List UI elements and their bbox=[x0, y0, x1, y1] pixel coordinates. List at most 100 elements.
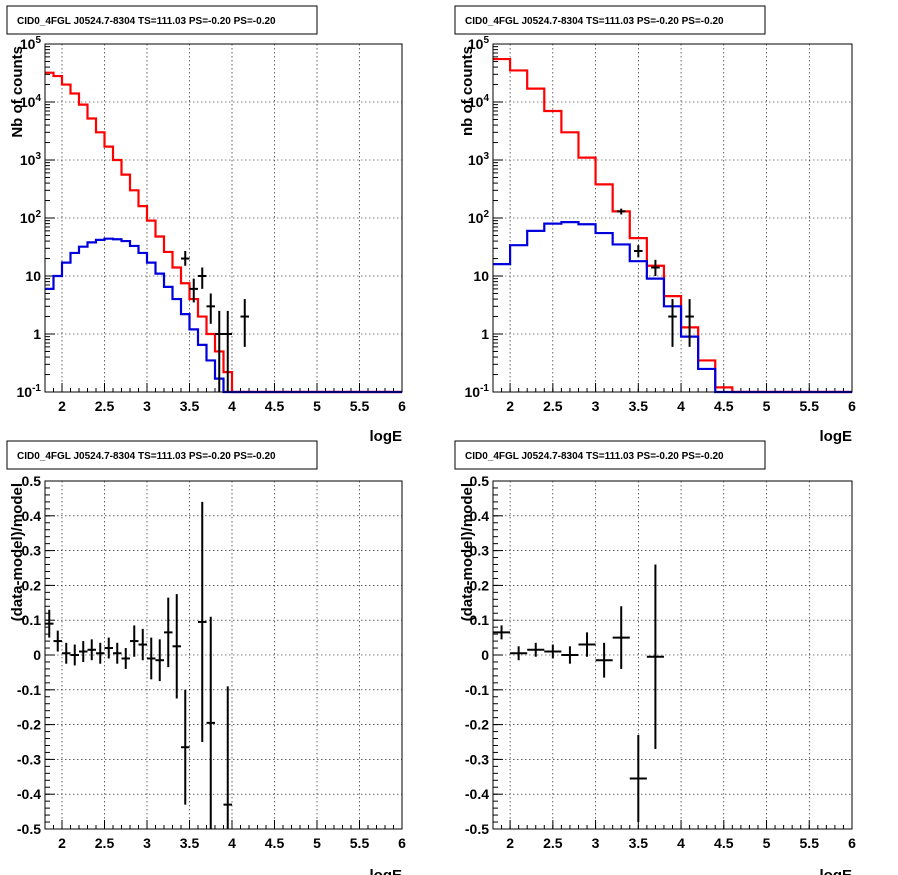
x-tick-label: 3.5 bbox=[629, 398, 649, 414]
title-box bbox=[6, 5, 318, 35]
x-tick-label: 4 bbox=[677, 398, 685, 414]
chart-title: CID0_4FGL J0524.7-8304 TS=111.03 PS=-0.2… bbox=[465, 451, 724, 462]
x-tick-label: 5 bbox=[313, 835, 321, 851]
x-tick-label: 5 bbox=[763, 398, 771, 414]
y-tick-label: -0.5 bbox=[465, 821, 489, 837]
title-box bbox=[454, 440, 766, 470]
y-axis-label: Nb of counts bbox=[9, 46, 26, 138]
y-tick-label: 0.1 bbox=[470, 612, 490, 628]
x-tick-label: 2 bbox=[58, 835, 66, 851]
x-tick-label: 6 bbox=[848, 398, 856, 414]
y-tick-label: -0.2 bbox=[465, 717, 489, 733]
y-tick-label: 0.2 bbox=[22, 577, 42, 593]
x-tick-label: 3 bbox=[143, 398, 151, 414]
x-tick-label: 4 bbox=[228, 398, 236, 414]
chart-title: CID0_4FGL J0524.7-8304 TS=111.03 PS=-0.2… bbox=[465, 16, 724, 27]
y-tick-label: -0.3 bbox=[465, 751, 489, 767]
y-tick-label: -0.3 bbox=[17, 751, 41, 767]
x-tick-label: 5 bbox=[763, 835, 771, 851]
plot-frame bbox=[492, 480, 853, 830]
y-tick-label: 0 bbox=[33, 647, 41, 663]
histogram-series-0 bbox=[45, 71, 402, 394]
y-tick-label: -0.5 bbox=[17, 821, 41, 837]
y-tick-label: 102 bbox=[468, 209, 490, 226]
y-tick-label: -0.2 bbox=[17, 717, 41, 733]
residual-panel-right: CID0_4FGL J0524.7-8304 TS=111.03 PS=-0.2… bbox=[454, 440, 856, 875]
x-tick-label: 2 bbox=[58, 398, 66, 414]
x-tick-label: 5 bbox=[313, 398, 321, 414]
x-tick-label: 6 bbox=[848, 835, 856, 851]
y-tick-label: -0.1 bbox=[17, 682, 41, 698]
counts-panel-right: CID0_4FGL J0524.7-8304 TS=111.03 PS=-0.2… bbox=[454, 5, 856, 445]
y-tick-label: 1 bbox=[33, 326, 41, 342]
x-tick-label: 3 bbox=[592, 835, 600, 851]
x-axis-label: logE bbox=[370, 867, 403, 875]
counts-panel-left: CID0_4FGL J0524.7-8304 TS=111.03 PS=-0.2… bbox=[6, 5, 406, 445]
y-tick-label: 0 bbox=[481, 647, 489, 663]
x-tick-label: 3 bbox=[143, 835, 151, 851]
y-tick-label: 104 bbox=[468, 93, 490, 110]
x-tick-label: 2 bbox=[506, 835, 514, 851]
plot-frame bbox=[44, 480, 403, 830]
x-tick-label: 3.5 bbox=[629, 835, 649, 851]
y-tick-label: 10 bbox=[25, 268, 41, 284]
y-tick-label: 105 bbox=[20, 35, 42, 52]
x-tick-label: 6 bbox=[398, 835, 406, 851]
y-tick-label: 103 bbox=[468, 151, 490, 168]
y-tick-label: 0.4 bbox=[470, 508, 490, 524]
chart-title: CID0_4FGL J0524.7-8304 TS=111.03 PS=-0.2… bbox=[17, 16, 276, 27]
x-axis-label: logE bbox=[370, 428, 403, 445]
y-tick-label: 0.5 bbox=[470, 473, 490, 489]
y-axis-label: (data-model)/model bbox=[9, 483, 26, 621]
x-tick-label: 5.5 bbox=[350, 398, 370, 414]
histogram-series-1 bbox=[45, 237, 402, 394]
x-tick-label: 6 bbox=[398, 398, 406, 414]
y-tick-label: 0.3 bbox=[22, 543, 42, 559]
x-tick-label: 4.5 bbox=[714, 398, 734, 414]
x-tick-label: 4 bbox=[677, 835, 685, 851]
x-tick-label: 4.5 bbox=[265, 398, 285, 414]
y-tick-label: -0.1 bbox=[465, 682, 489, 698]
x-tick-label: 5.5 bbox=[800, 398, 820, 414]
title-box bbox=[6, 440, 318, 470]
x-tick-label: 4.5 bbox=[265, 835, 285, 851]
x-axis-label: logE bbox=[820, 428, 853, 445]
histogram-series-1 bbox=[493, 220, 852, 394]
x-tick-label: 5.5 bbox=[800, 835, 820, 851]
y-tick-label: 105 bbox=[468, 35, 490, 52]
x-tick-label: 3.5 bbox=[180, 835, 200, 851]
x-tick-label: 3 bbox=[592, 398, 600, 414]
x-tick-label: 2.5 bbox=[95, 835, 115, 851]
y-tick-label: 10-1 bbox=[465, 383, 490, 400]
x-tick-label: 2.5 bbox=[543, 835, 563, 851]
plot-frame bbox=[44, 43, 403, 393]
x-tick-label: 5.5 bbox=[350, 835, 370, 851]
y-tick-label: 1 bbox=[481, 326, 489, 342]
x-tick-label: 4 bbox=[228, 835, 236, 851]
y-tick-label: 10-1 bbox=[17, 383, 42, 400]
x-tick-label: 2.5 bbox=[543, 398, 563, 414]
y-tick-label: 0.3 bbox=[470, 543, 490, 559]
y-tick-label: 0.1 bbox=[22, 612, 42, 628]
x-tick-label: 2.5 bbox=[95, 398, 115, 414]
y-tick-label: 104 bbox=[20, 93, 42, 110]
y-tick-label: 102 bbox=[20, 209, 42, 226]
plot-frame bbox=[492, 43, 853, 393]
y-tick-label: 10 bbox=[473, 268, 489, 284]
x-tick-label: 3.5 bbox=[180, 398, 200, 414]
x-tick-label: 2 bbox=[506, 398, 514, 414]
y-tick-label: -0.4 bbox=[465, 786, 489, 802]
y-tick-label: 0.4 bbox=[22, 508, 42, 524]
y-tick-label: 103 bbox=[20, 151, 42, 168]
y-tick-label: 0.2 bbox=[470, 577, 490, 593]
y-axis-label: (data-model)/model bbox=[459, 483, 476, 621]
residual-panel-left: CID0_4FGL J0524.7-8304 TS=111.03 PS=-0.2… bbox=[6, 440, 406, 875]
y-tick-label: -0.4 bbox=[17, 786, 41, 802]
title-box bbox=[454, 5, 766, 35]
x-tick-label: 4.5 bbox=[714, 835, 734, 851]
x-axis-label: logE bbox=[820, 867, 853, 875]
chart-title: CID0_4FGL J0524.7-8304 TS=111.03 PS=-0.2… bbox=[17, 451, 276, 462]
y-axis-label: nb of counts bbox=[459, 46, 476, 136]
y-tick-label: 0.5 bbox=[22, 473, 42, 489]
